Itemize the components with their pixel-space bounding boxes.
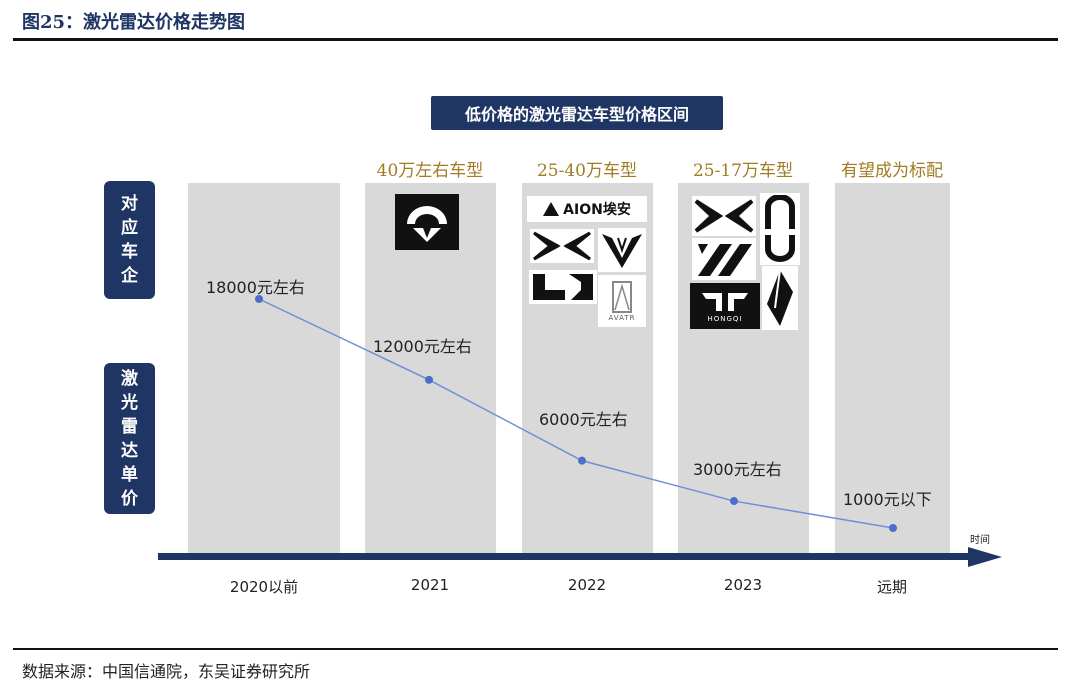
x-tick-label: 2021 — [410, 576, 450, 594]
x-tick-label: 远期 — [876, 578, 907, 596]
side-char: 对 — [121, 194, 138, 214]
top-rule — [13, 38, 1058, 41]
nio-logo — [395, 194, 459, 250]
x-tick-label: 2022 — [567, 576, 607, 594]
price-point — [255, 295, 263, 303]
bottom-rule — [13, 648, 1058, 650]
side-label-companies: 对 应 车 企 — [104, 181, 155, 299]
data-label-price: 6000元左右 — [539, 410, 628, 429]
hongqi-logo: HONGQI — [690, 283, 760, 329]
time-axis-arrow-icon — [968, 547, 1002, 567]
figure-title: 图25：激光雷达价格走势图 — [22, 12, 246, 33]
avatr-logo: AVATR — [598, 275, 646, 327]
side-char: 单 — [121, 464, 138, 485]
column-header-2021: 40万左右车型 — [376, 161, 484, 181]
brand-v-logo — [598, 228, 646, 272]
avatr-logo-text: AVATR — [608, 314, 636, 322]
side-char: 车 — [121, 242, 138, 262]
price-point — [578, 456, 586, 465]
side-char: 激 — [121, 368, 138, 389]
data-label-price: 18000元左右 — [206, 278, 305, 297]
side-label-unit-price: 激 光 雷 达 单 价 — [104, 363, 155, 514]
aion-logo-text: AION埃安 — [563, 202, 631, 218]
price-point — [730, 497, 738, 506]
source-note: 数据来源：中国信通院，东吴证券研究所 — [22, 662, 311, 681]
side-char: 达 — [121, 440, 138, 461]
li-auto-logo — [529, 270, 597, 304]
period-column-1 — [188, 183, 340, 553]
side-char: 光 — [121, 392, 138, 413]
period-column-5 — [835, 183, 950, 553]
time-axis — [158, 553, 973, 560]
xpeng-logo — [530, 229, 594, 263]
aion-mark-icon — [543, 202, 560, 216]
data-label-price: 1000元以下 — [843, 490, 932, 509]
data-label-price: 12000元左右 — [373, 337, 472, 356]
column-header-2022: 25-40万车型 — [536, 161, 637, 181]
aion-logo: AION埃安 — [527, 196, 647, 222]
axis-unit-label: 时间 — [970, 535, 990, 546]
x-tick-label: 2023 — [723, 576, 763, 594]
side-char: 应 — [121, 218, 138, 238]
side-char: 雷 — [121, 416, 138, 437]
aito-logo — [760, 193, 800, 265]
price-point — [425, 375, 433, 384]
side-char: 价 — [121, 488, 138, 509]
hongqi-logo-text: HONGQI — [707, 315, 743, 323]
side-char: 企 — [121, 266, 138, 286]
column-header-2023: 25-17万车型 — [692, 161, 793, 181]
column-header-future: 有望成为标配 — [841, 161, 943, 181]
xpeng-logo-2023 — [692, 196, 756, 236]
x-tick-label: 2020以前 — [229, 578, 299, 596]
banner: 低价格的激光雷达车型价格区间 — [431, 96, 723, 130]
diamond-logo — [762, 266, 798, 330]
brand-diagonal-logo — [692, 238, 756, 280]
price-point — [889, 524, 897, 532]
data-label-price: 3000元左右 — [693, 460, 782, 479]
